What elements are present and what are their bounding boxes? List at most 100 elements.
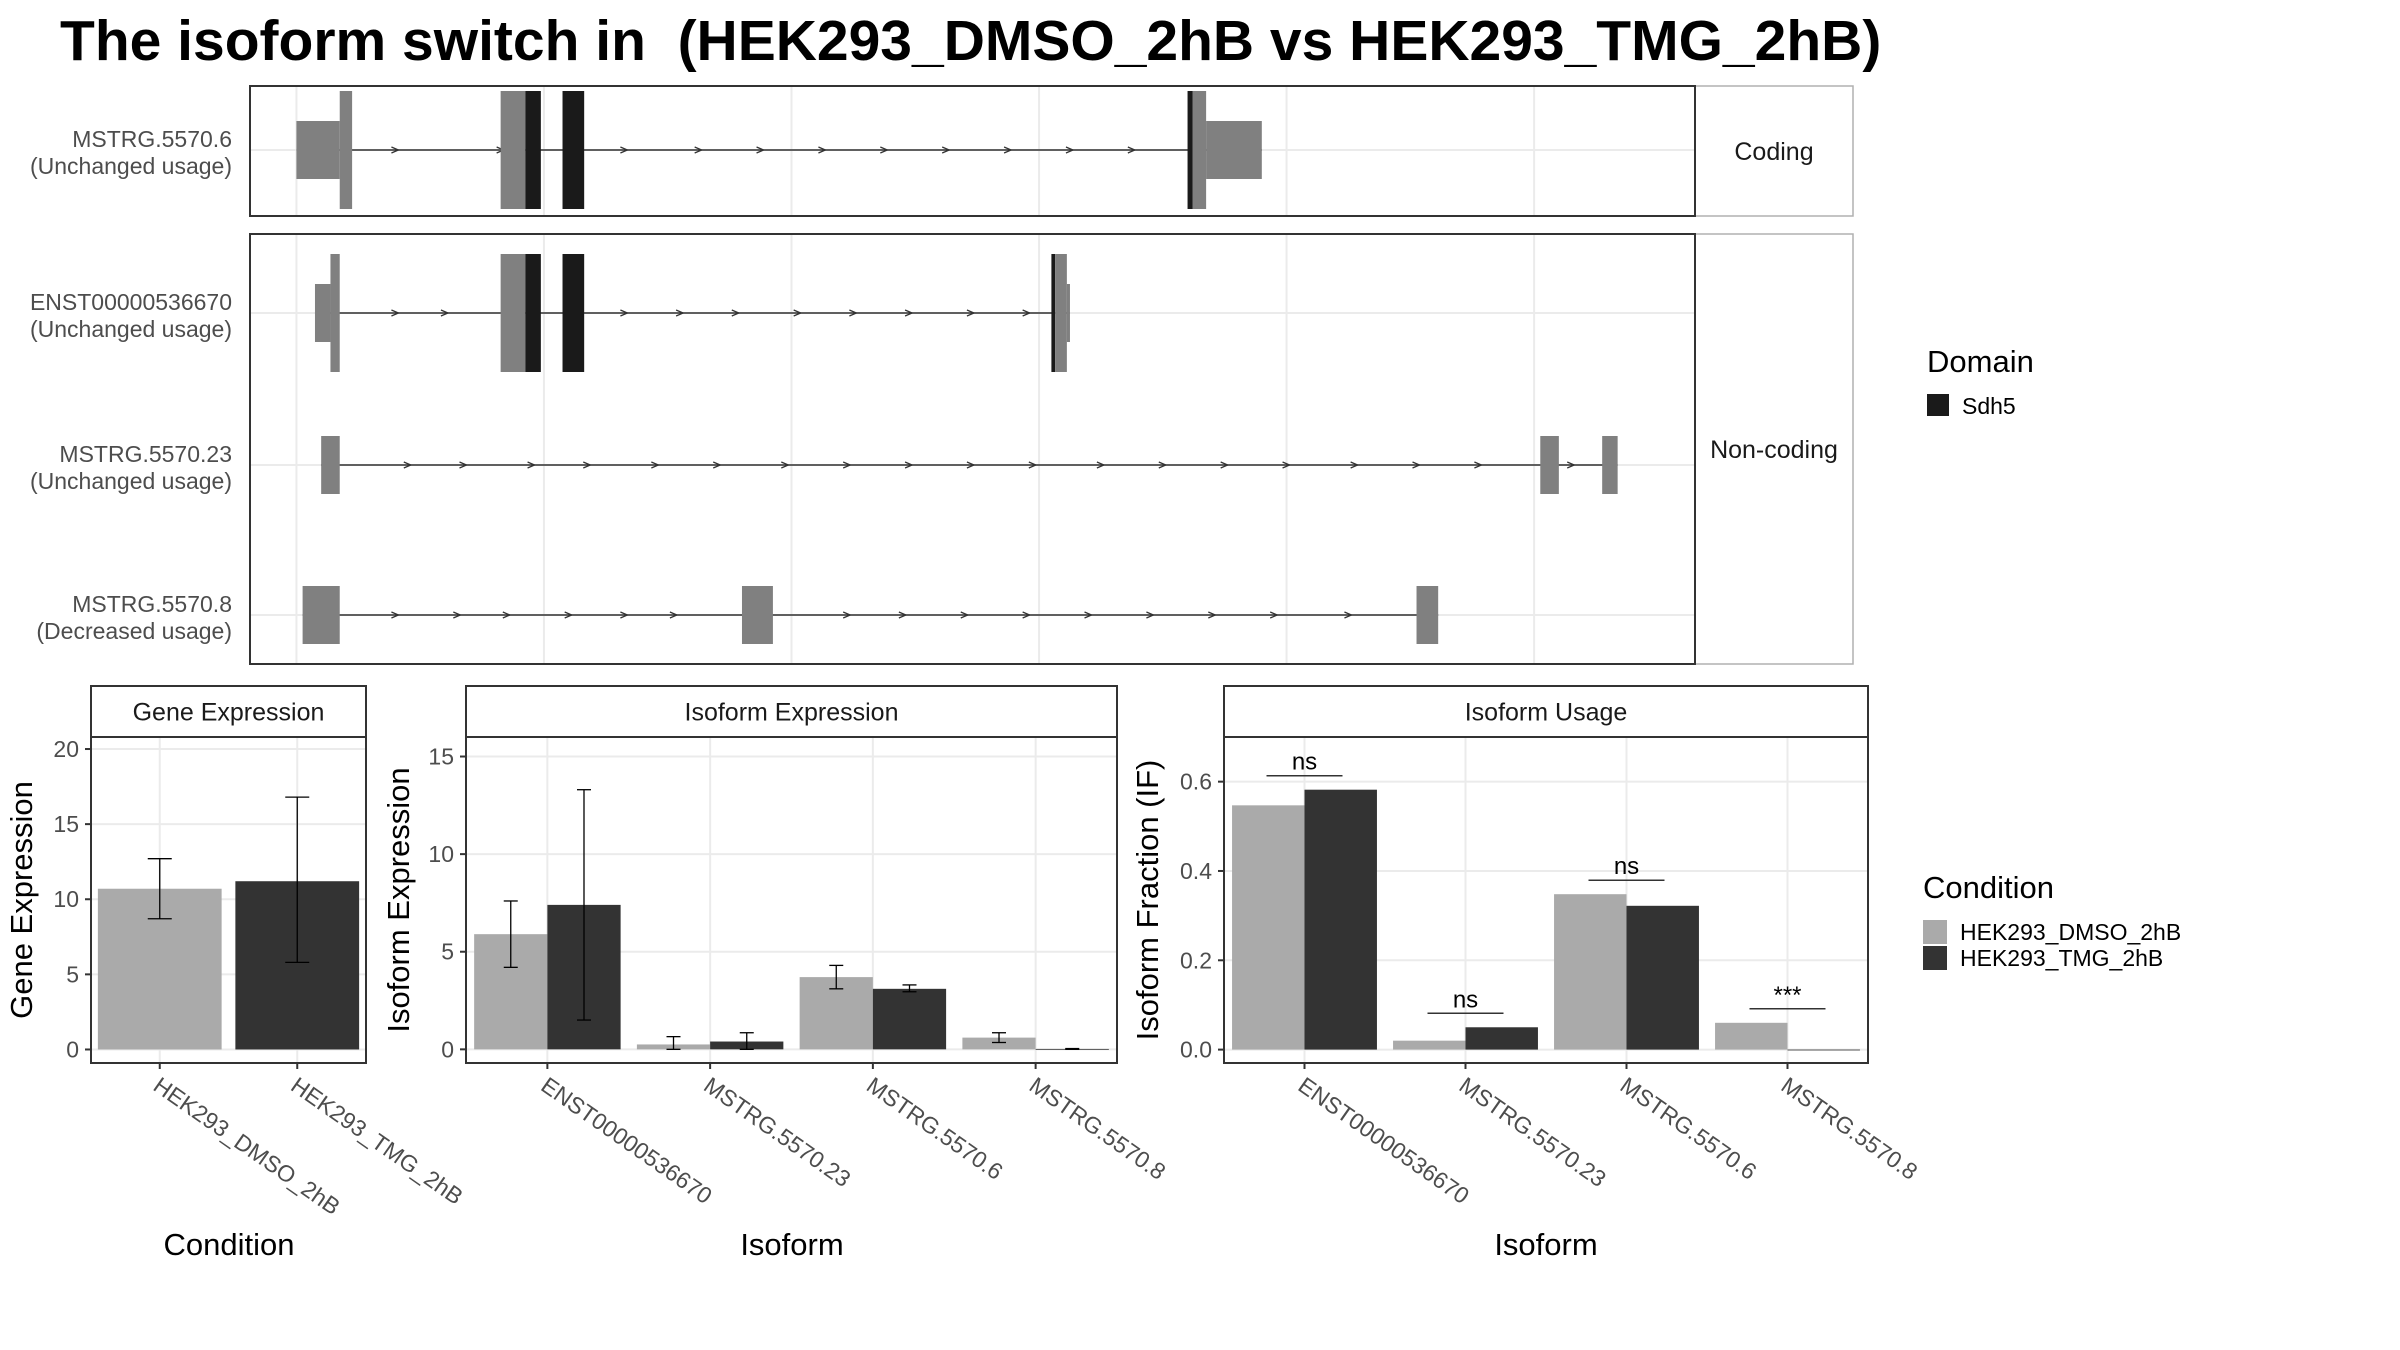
domain-legend-key bbox=[1927, 394, 1949, 416]
x-axis-title: Isoform bbox=[1494, 1227, 1597, 1262]
direction-arrow bbox=[1474, 461, 1484, 469]
y-tick-label: 0.4 bbox=[1180, 858, 1212, 884]
significance-label: ns bbox=[1614, 853, 1639, 880]
significance-label: ns bbox=[1453, 986, 1478, 1013]
chart-strip bbox=[90, 685, 367, 738]
chart-title: Isoform Usage bbox=[1465, 699, 1628, 727]
direction-arrow bbox=[731, 309, 741, 317]
exon bbox=[741, 586, 773, 644]
y-axis-title: Isoform Fraction (IF) bbox=[1130, 760, 1165, 1041]
direction-arrow bbox=[669, 611, 679, 619]
bar bbox=[1554, 894, 1627, 1050]
direction-arrow bbox=[453, 611, 462, 619]
bar bbox=[962, 1037, 1036, 1050]
direction-arrow bbox=[440, 309, 450, 317]
structure-panel-frame bbox=[249, 85, 1696, 217]
direction-arrow bbox=[391, 611, 401, 619]
direction-arrow bbox=[966, 309, 976, 317]
chart-frame bbox=[90, 736, 367, 1064]
domain-exon bbox=[562, 91, 585, 209]
bar bbox=[1393, 1040, 1466, 1050]
exon bbox=[1192, 91, 1207, 209]
exon bbox=[1055, 254, 1067, 372]
x-tick-label: MSTRG.5570.6 bbox=[1616, 1072, 1762, 1185]
isoform-usage-label: (Unchanged usage) bbox=[30, 468, 232, 494]
exon bbox=[1066, 284, 1070, 342]
isoform-usage-label: (Unchanged usage) bbox=[30, 153, 232, 179]
direction-arrow bbox=[459, 461, 469, 469]
exon bbox=[500, 91, 526, 209]
bar bbox=[1304, 789, 1377, 1050]
bar bbox=[1232, 805, 1305, 1050]
direction-arrow bbox=[527, 461, 537, 469]
direction-arrow bbox=[583, 461, 592, 469]
direction-arrow bbox=[960, 611, 970, 619]
isoform-usage-label: (Unchanged usage) bbox=[30, 316, 232, 342]
direction-arrow bbox=[1127, 146, 1137, 154]
exon bbox=[1602, 436, 1618, 494]
domain-exon bbox=[525, 91, 541, 209]
structure-panel-bg bbox=[250, 234, 1695, 664]
direction-arrow bbox=[904, 309, 914, 317]
domain-exon bbox=[525, 254, 541, 372]
exon bbox=[321, 436, 340, 494]
direction-arrow bbox=[793, 309, 803, 317]
direction-arrow bbox=[1350, 461, 1360, 469]
x-tick-label: ENST00000536670 bbox=[1294, 1072, 1474, 1209]
direction-arrow bbox=[1084, 611, 1094, 619]
direction-arrow bbox=[1022, 309, 1032, 317]
y-tick-label: 10 bbox=[428, 841, 454, 867]
y-tick-label: 10 bbox=[53, 886, 79, 912]
direction-arrow bbox=[403, 461, 413, 469]
direction-arrow bbox=[675, 309, 685, 317]
isoform-label: MSTRG.5570.8 bbox=[72, 591, 232, 617]
y-tick-label: 5 bbox=[66, 961, 79, 987]
domain-legend-label: Sdh5 bbox=[1962, 393, 2016, 419]
direction-arrow bbox=[1412, 461, 1422, 469]
exon bbox=[1416, 586, 1439, 644]
direction-arrow bbox=[391, 146, 401, 154]
chart-frame bbox=[465, 736, 1118, 1064]
direction-arrow bbox=[1220, 461, 1230, 469]
panel-strip bbox=[1694, 85, 1854, 217]
domain-exon bbox=[562, 254, 585, 372]
direction-arrow bbox=[1065, 146, 1075, 154]
structure-panel-frame bbox=[249, 233, 1696, 665]
significance-label: *** bbox=[1773, 982, 1801, 1009]
condition-legend-key bbox=[1923, 920, 1947, 944]
domain-legend-title: Domain bbox=[1927, 344, 2034, 379]
y-tick-label: 0 bbox=[441, 1036, 454, 1062]
direction-arrow bbox=[1003, 146, 1013, 154]
y-tick-label: 0.6 bbox=[1180, 769, 1212, 795]
direction-arrow bbox=[1566, 461, 1576, 469]
direction-arrow bbox=[651, 461, 660, 469]
bar bbox=[1465, 1027, 1538, 1050]
direction-arrow bbox=[898, 611, 908, 619]
exon bbox=[1540, 436, 1559, 494]
x-tick-label: MSTRG.5570.8 bbox=[1025, 1072, 1171, 1185]
isoform-label: MSTRG.5570.6 bbox=[72, 126, 232, 152]
isoform-usage-label: (Decreased usage) bbox=[36, 618, 232, 644]
domain-exon bbox=[1187, 91, 1193, 209]
direction-arrow bbox=[1158, 461, 1168, 469]
y-axis-title: Isoform Expression bbox=[381, 767, 416, 1032]
direction-arrow bbox=[1282, 461, 1292, 469]
y-tick-label: 5 bbox=[441, 939, 454, 965]
condition-legend-label: HEK293_TMG_2hB bbox=[1960, 945, 2163, 971]
direction-arrow bbox=[620, 146, 630, 154]
direction-arrow bbox=[1269, 611, 1279, 619]
panel-label: Non-coding bbox=[1710, 436, 1838, 464]
exon bbox=[500, 254, 526, 372]
direction-arrow bbox=[966, 461, 976, 469]
x-tick-label: MSTRG.5570.23 bbox=[1455, 1072, 1611, 1192]
direction-arrow bbox=[1096, 461, 1106, 469]
bar bbox=[1626, 905, 1699, 1050]
significance-label: ns bbox=[1292, 749, 1317, 776]
y-tick-label: 0 bbox=[66, 1036, 79, 1062]
condition-legend-label: HEK293_DMSO_2hB bbox=[1960, 919, 2181, 945]
direction-arrow bbox=[502, 611, 512, 619]
exon bbox=[296, 121, 340, 179]
direction-arrow bbox=[842, 461, 852, 469]
x-tick-label: MSTRG.5570.8 bbox=[1777, 1072, 1923, 1185]
